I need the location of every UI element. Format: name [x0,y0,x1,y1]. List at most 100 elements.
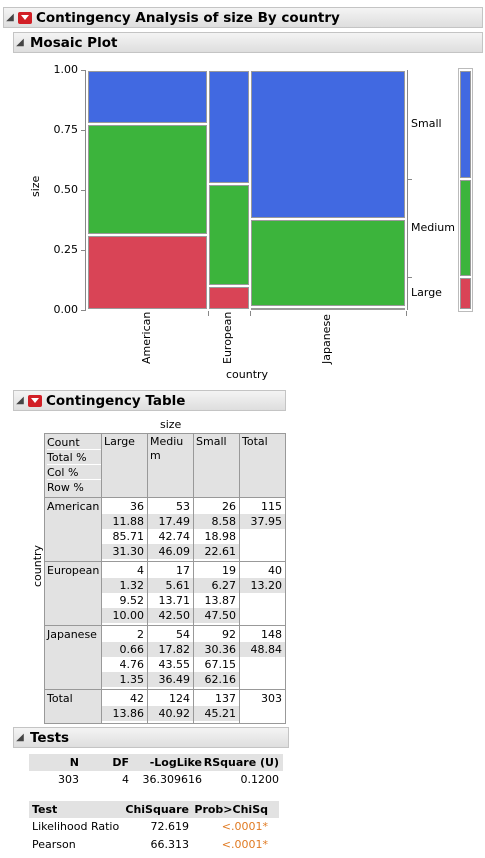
ct-cell: 0.66 [101,642,147,657]
ct-cell: 40.92 [147,706,193,721]
chisq-header-chisquare: ChiSquare [125,803,189,816]
ct-cell: 62.16 [193,672,239,687]
ct-cell: 92 [222,628,236,641]
mosaic-title: Mosaic Plot [30,34,118,51]
collapse-triangle-icon[interactable]: ◢ [16,37,24,48]
mosaic-tile-japanese-medium[interactable] [251,220,405,306]
ct-legend-item: Row % [47,481,84,494]
ct-cell: 5.61 [147,578,193,593]
ct-cell: 43.55 [158,658,191,671]
chisq-row: Pearson 66.313 <.0001* [29,836,279,854]
chisq-test-name: Likelihood Ratio [32,820,120,833]
ct-cell: 17.49 [147,514,193,529]
ct-cell: 6.27 [193,578,239,593]
x-tick-label: Japanese [320,313,334,364]
ct-cell: 47.50 [193,608,239,623]
ct-cell: 48.84 [239,642,285,657]
chisq-header-test: Test [32,803,58,816]
ct-cell: 17 [176,564,190,577]
ct-col-divider [193,433,194,723]
y-tick-label: 0.00 [53,303,79,316]
x-tick-mark [250,311,252,316]
marginal-tile-medium[interactable] [460,179,471,276]
ct-cell: 46.09 [147,544,193,559]
ct-cell: 10.00 [101,608,147,623]
marginal-tile-small[interactable] [460,71,471,178]
tests-chisq-table: Test ChiSquare Prob>ChiSq Likelihood Rat… [29,801,279,854]
ct-cell: 85.71 [112,530,145,543]
ct-cell: 42.74 [158,530,191,543]
ct-col-header-total: Total [242,435,268,448]
y-tick-mark [81,250,86,251]
tests-header[interactable]: ◢ Tests [13,727,289,748]
ct-cell: 37.95 [239,514,285,529]
summary-value-rsquare: 0.1200 [240,773,280,786]
ct-row-label: European [44,561,101,625]
mosaic-tile-european-medium[interactable] [209,185,250,285]
chisq-row: Likelihood Ratio 72.619 <.0001* [29,818,279,836]
ct-cell: 19 [222,564,236,577]
x-axis-label: country [226,368,269,381]
mosaic-tile-american-medium[interactable] [88,125,208,234]
y-tick-label: 0.25 [53,243,79,256]
ct-col-divider [147,433,148,723]
ct-cell: 45.21 [193,706,239,721]
red-triangle-menu-icon[interactable] [28,394,42,407]
collapse-triangle-icon[interactable]: ◢ [16,395,24,406]
y-tick-label: 1.00 [53,63,79,76]
red-triangle-menu-icon[interactable] [18,11,32,24]
y-tick-label: 0.50 [53,183,79,196]
ct-cell: 137 [215,692,236,705]
ct-cell: 54 [176,628,190,641]
ct-cell: 1.32 [101,578,147,593]
summary-header-n: N [69,756,79,769]
ct-col-header-medium: Mediu m [150,435,184,462]
ct-cell: 2 [137,628,144,641]
right-axis-line [407,70,408,310]
col-var-label: size [160,418,182,431]
ct-cell: 13.71 [158,594,191,607]
y-tick-mark [81,130,86,131]
level-label-large: Large [411,286,442,300]
tests-title: Tests [30,729,70,746]
ct-cell: 303 [261,692,282,705]
contingency-table: size country Count Total % Col % Row % Large… [0,414,300,724]
ct-legend-item: Total % [47,450,101,465]
contingency-header[interactable]: ◢ Contingency Table [13,390,286,411]
ct-cell: 36.49 [147,672,193,687]
ct-cell: 11.88 [101,514,147,529]
ct-row-label: Japanese [44,625,101,689]
ct-cell: 8.58 [193,514,239,529]
report-header[interactable]: ◢ Contingency Analysis of size By countr… [3,7,483,28]
ct-cell: 4.76 [119,658,145,671]
collapse-triangle-icon[interactable]: ◢ [6,12,14,23]
ct-cell: 17.82 [147,642,193,657]
marginal-tile-large[interactable] [460,277,471,309]
ct-header-block [44,433,285,497]
chisq-header-prob: Prob>ChiSq [194,803,268,816]
x-tick-label: European [221,311,235,364]
y-axis-label: size [29,175,42,197]
ct-row-label: Total [44,689,101,723]
chisq-value: 72.619 [150,820,190,833]
x-tick-mark [208,311,210,316]
summary-header-row: N DF -LogLike RSquare (U) [29,754,283,771]
right-tick-mark [407,276,412,278]
mosaic-tile-japanese-large[interactable] [251,307,405,310]
mosaic-header[interactable]: ◢ Mosaic Plot [13,32,483,53]
mosaic-tile-european-large[interactable] [209,287,250,309]
mosaic-tile-american-large[interactable] [88,235,208,309]
y-tick-mark [81,310,86,311]
x-tick-mark [405,311,407,316]
contingency-title: Contingency Table [46,392,186,409]
ct-cell: 53 [176,500,190,513]
mosaic-tile-japanese-small[interactable] [251,71,405,219]
mosaic-tile-american-small[interactable] [88,71,208,124]
y-tick-label: 0.75 [53,123,79,136]
mosaic-tile-european-small[interactable] [209,71,250,183]
tests-summary-table: N DF -LogLike RSquare (U) 303 4 36.30961… [29,754,283,789]
marginal-bar-frame [458,68,473,312]
chisq-prob: <.0001* [221,820,268,833]
collapse-triangle-icon[interactable]: ◢ [16,732,24,743]
ct-cell: 30.36 [193,642,239,657]
